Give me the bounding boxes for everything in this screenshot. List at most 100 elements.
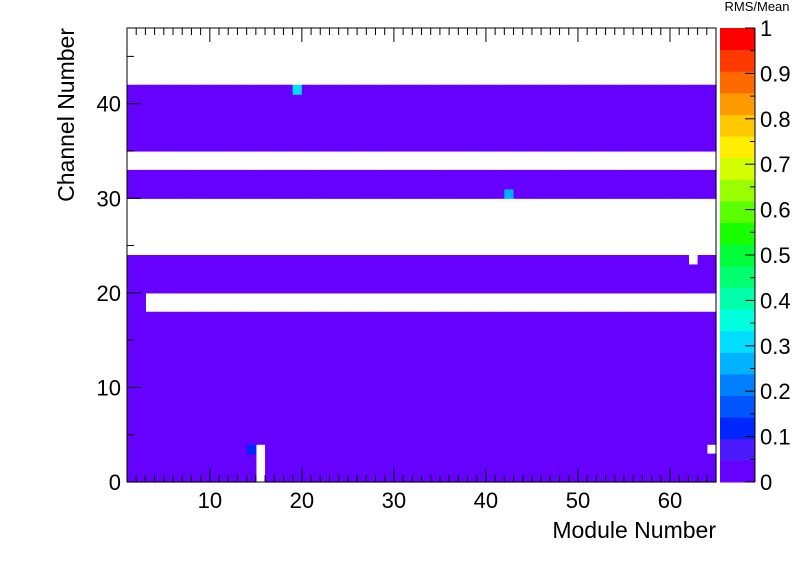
heatmap-cell — [173, 377, 183, 389]
heatmap-cell — [614, 444, 625, 455]
heatmap-cell — [219, 94, 229, 105]
heatmap-cell — [265, 472, 275, 483]
heatmap-cell — [458, 94, 469, 105]
heatmap-cell — [283, 141, 294, 152]
heatmap-cell — [255, 311, 266, 322]
heatmap-cell — [430, 113, 441, 124]
heatmap-cell — [430, 188, 441, 199]
heatmap-cell — [550, 179, 561, 190]
heatmap-cell — [633, 179, 643, 190]
heatmap-cell — [311, 453, 321, 464]
heatmap-cell — [513, 368, 524, 379]
heatmap-cell — [246, 264, 257, 275]
heatmap-cell — [219, 264, 229, 275]
heatmap-cell — [706, 387, 717, 398]
heatmap-cell — [669, 132, 680, 143]
heatmap-cell — [209, 169, 220, 180]
heatmap-cell — [127, 340, 137, 351]
heatmap-cell — [504, 396, 515, 407]
heatmap-cell — [642, 330, 653, 341]
heatmap-cell — [292, 84, 303, 95]
heatmap-cell — [320, 103, 331, 114]
heatmap-cell — [412, 368, 423, 379]
heatmap-cell — [421, 255, 432, 266]
heatmap-cell — [329, 349, 340, 360]
heatmap-cell — [669, 169, 680, 180]
heatmap-cell — [623, 84, 634, 95]
heatmap-cell — [191, 94, 202, 105]
heatmap-cell — [660, 377, 671, 389]
heatmap-cell — [301, 387, 312, 398]
heatmap-cell — [568, 453, 579, 464]
heatmap-cell — [467, 406, 478, 417]
heatmap-cell — [421, 84, 432, 95]
heatmap-cell — [209, 255, 220, 266]
heatmap-cell — [430, 396, 441, 407]
heatmap-cell — [219, 396, 229, 407]
heatmap-cell — [366, 141, 377, 152]
heatmap-cell — [531, 425, 542, 436]
heatmap-cell — [504, 113, 515, 124]
heatmap-cell — [338, 94, 349, 105]
heatmap-cell — [127, 406, 137, 417]
heatmap-cell — [283, 255, 294, 266]
heatmap-cell — [357, 94, 367, 105]
heatmap-cell — [209, 415, 220, 426]
heatmap-cell — [136, 387, 146, 398]
heatmap-cell — [228, 396, 239, 407]
heatmap-cell — [449, 349, 459, 360]
heatmap-cell — [136, 377, 146, 389]
heatmap-cell — [577, 377, 588, 389]
heatmap-cell — [173, 321, 183, 332]
heatmap-cell — [145, 396, 156, 407]
heatmap-cell — [614, 349, 625, 360]
heatmap-cell — [697, 368, 708, 379]
heatmap-cell — [421, 472, 432, 483]
heatmap-cell — [200, 434, 211, 445]
heatmap-cell — [449, 179, 459, 190]
heatmap-cell — [679, 188, 689, 199]
heatmap-cell — [145, 169, 156, 180]
heatmap-cell — [697, 321, 708, 332]
heatmap-cell — [421, 377, 432, 389]
heatmap-cell — [412, 396, 423, 407]
heatmap-cell — [191, 264, 202, 275]
heatmap-cell — [182, 434, 193, 445]
heatmap-cell — [449, 368, 459, 379]
heatmap-cell — [706, 349, 717, 360]
heatmap-cell — [458, 113, 469, 124]
heatmap-cell — [255, 330, 266, 341]
heatmap-cell — [504, 255, 515, 266]
heatmap-cell — [504, 94, 515, 105]
heatmap-cell — [623, 141, 634, 152]
heatmap-cell — [145, 122, 156, 133]
heatmap-cell — [421, 122, 432, 133]
heatmap-cell — [311, 273, 321, 284]
heatmap-cell — [403, 368, 413, 379]
heatmap-cell — [145, 141, 156, 152]
heatmap-cell — [596, 463, 607, 474]
heatmap-cell — [706, 94, 717, 105]
heatmap-cell — [301, 94, 312, 105]
y-tick-label: 10 — [97, 375, 121, 400]
heatmap-cell — [127, 396, 137, 407]
heatmap-cell — [274, 340, 285, 351]
heatmap-cell — [513, 132, 524, 143]
heatmap-cell — [283, 463, 294, 474]
heatmap-cell — [246, 472, 257, 483]
heatmap-cell — [605, 188, 616, 199]
heatmap-cell — [200, 330, 211, 341]
heatmap-cell — [439, 273, 450, 284]
heatmap-cell — [228, 359, 239, 370]
heatmap-cell — [154, 321, 165, 332]
heatmap-cell — [301, 169, 312, 180]
heatmap-cell — [163, 321, 174, 332]
heatmap-cell — [449, 94, 459, 105]
heatmap-cell — [449, 283, 459, 294]
heatmap-cell — [338, 359, 349, 370]
heatmap-cell — [403, 103, 413, 114]
heatmap-cell — [439, 141, 450, 152]
heatmap-cell — [384, 255, 395, 266]
heatmap-cell — [430, 84, 441, 95]
heatmap-cell — [596, 132, 607, 143]
